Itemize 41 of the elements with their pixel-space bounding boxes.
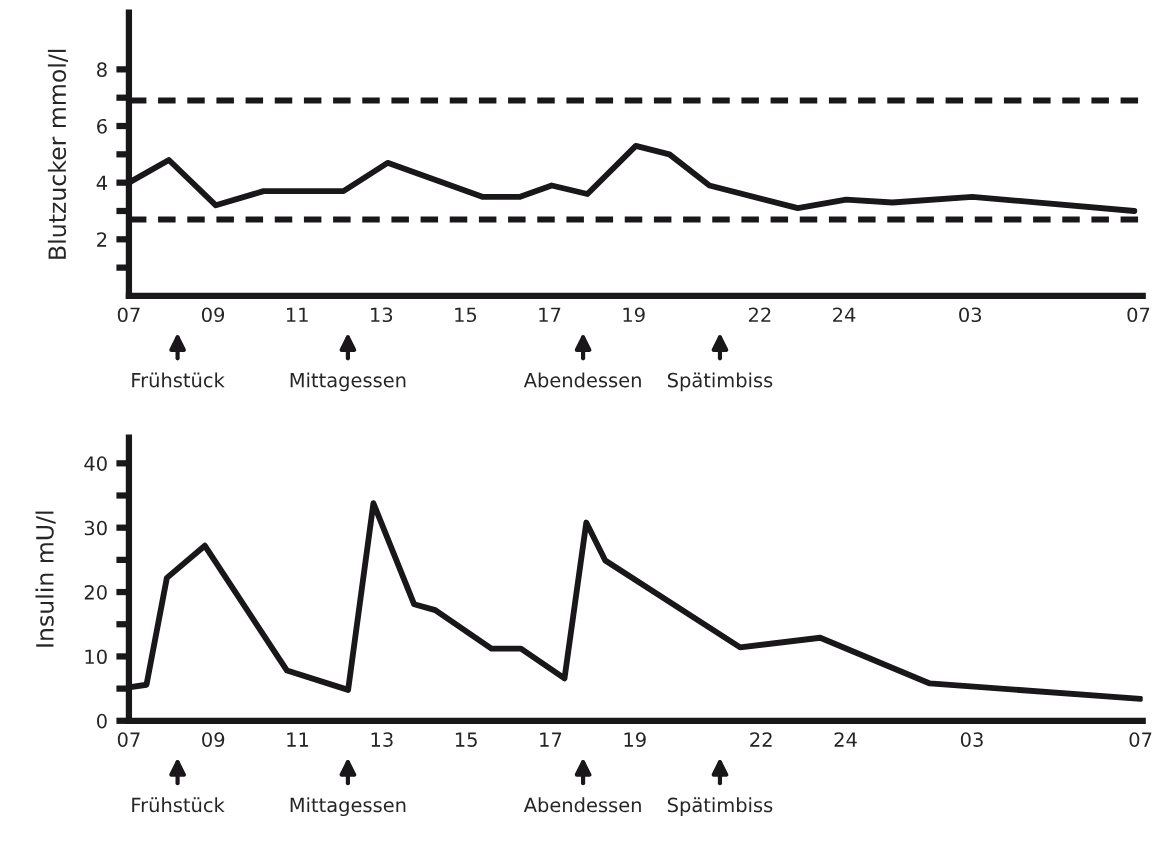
- text: Abendessen: [523, 372, 641, 388]
- text: Spätimbiss: [667, 372, 773, 392]
- x-tick-label: 09: [202, 732, 225, 747]
- y-tick-label: 6: [97, 118, 107, 134]
- x-tick-label: 15: [455, 732, 477, 747]
- y-tick-label: 2: [97, 232, 107, 247]
- x-tick-label: 13: [371, 732, 393, 747]
- x-tick-label: 03: [960, 732, 983, 747]
- x-tick-label: 17: [540, 732, 562, 747]
- text: Spätimbiss: [667, 797, 773, 817]
- y-tick-label: 0: [97, 713, 107, 729]
- y-axis-title: Insulin mU/l: [35, 511, 56, 647]
- y-tick-label: 10: [85, 649, 107, 665]
- y-tick-label: 8: [97, 62, 107, 78]
- x-tick-label: 07: [117, 732, 140, 747]
- x-tick-label: 22: [748, 307, 771, 322]
- x-tick-label: 13: [371, 307, 393, 323]
- x-tick-label: 22: [750, 732, 772, 747]
- y-tick-label: 40: [84, 456, 107, 471]
- x-tick-label: 15: [455, 307, 477, 323]
- x-tick-label: 24: [834, 732, 857, 747]
- x-tick-label: 19: [624, 732, 646, 747]
- y-tick-label: 30: [84, 520, 107, 536]
- x-tick-label: 07: [1127, 307, 1150, 323]
- x-tick-label: 19: [623, 307, 645, 323]
- text: Frühstück: [132, 797, 225, 813]
- y-tick-label: 20: [84, 585, 107, 600]
- text: Mittagessen: [290, 797, 406, 817]
- x-tick-label: 11: [286, 307, 308, 322]
- x-tick-label: 07: [1129, 732, 1152, 747]
- text: Mittagessen: [290, 372, 406, 392]
- y-axis-title: Blutzucker mmol/l: [47, 49, 68, 259]
- text: Abendessen: [523, 797, 641, 813]
- text: Frühstück: [132, 372, 225, 388]
- x-tick-label: 11: [287, 732, 309, 747]
- x-tick-label: 17: [539, 307, 561, 322]
- x-tick-label: 03: [959, 307, 982, 323]
- x-tick-label: 24: [833, 307, 856, 322]
- y-tick-label: 4: [96, 175, 107, 191]
- x-tick-label: 09: [201, 307, 225, 323]
- x-tick-label: 07: [117, 307, 140, 323]
